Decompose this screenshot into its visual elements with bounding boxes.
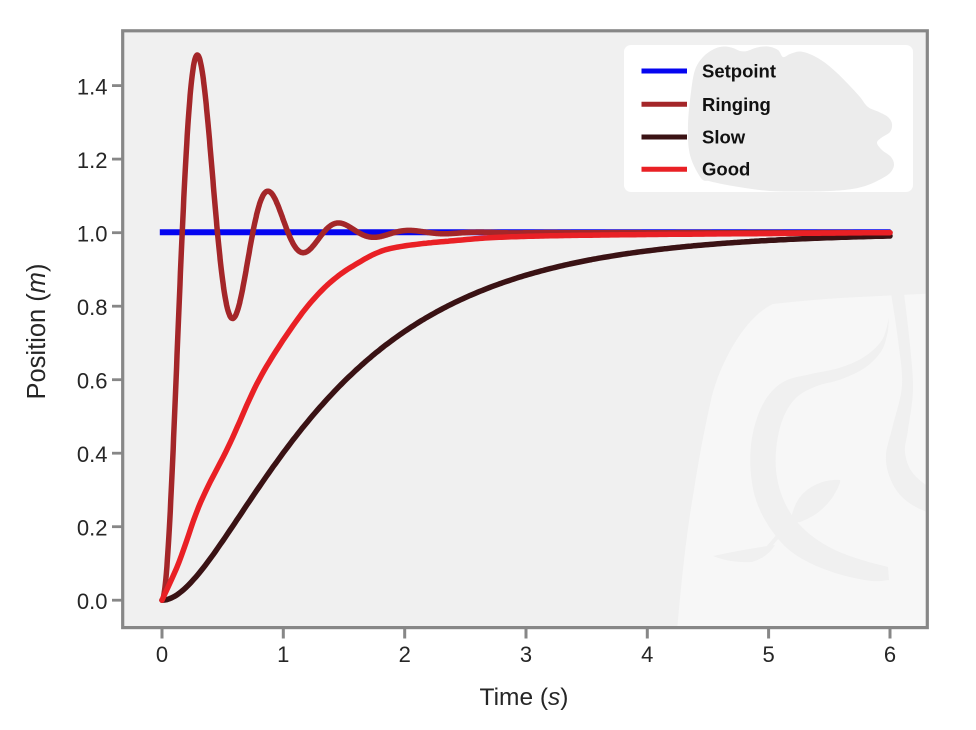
svg-text:Slow: Slow: [702, 127, 746, 148]
svg-text:Ringing: Ringing: [702, 94, 771, 115]
svg-text:6: 6: [884, 642, 896, 667]
svg-text:Position (m): Position (m): [23, 263, 51, 399]
svg-text:Time (s): Time (s): [480, 684, 569, 711]
svg-text:0.4: 0.4: [77, 442, 108, 467]
svg-text:1.4: 1.4: [77, 75, 108, 100]
svg-text:4: 4: [641, 642, 653, 667]
svg-text:1.2: 1.2: [77, 148, 108, 173]
svg-text:3: 3: [520, 642, 532, 667]
svg-text:Setpoint: Setpoint: [702, 61, 776, 82]
svg-text:0.2: 0.2: [77, 516, 108, 541]
svg-text:0.6: 0.6: [77, 369, 108, 394]
svg-text:1: 1: [277, 642, 289, 667]
svg-text:0.0: 0.0: [77, 589, 108, 614]
svg-text:1.0: 1.0: [77, 222, 108, 247]
svg-text:0: 0: [156, 642, 168, 667]
svg-text:2: 2: [399, 642, 411, 667]
svg-text:5: 5: [762, 642, 774, 667]
svg-text:Good: Good: [702, 159, 750, 180]
svg-text:0.8: 0.8: [77, 295, 108, 320]
